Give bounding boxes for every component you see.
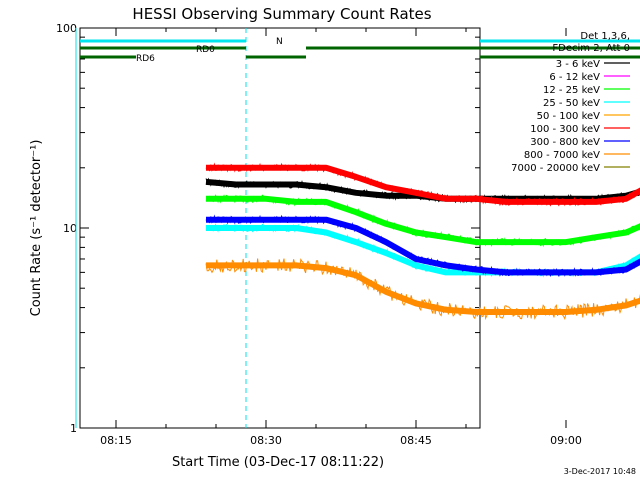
legend-label: 800 - 7000 keV: [524, 150, 600, 161]
legend-label: 100 - 300 keV: [530, 124, 600, 135]
series-trend: [206, 195, 640, 246]
state-label-rd0: RD0: [196, 45, 215, 55]
chart-title: HESSI Observing Summary Count Rates: [132, 5, 431, 23]
series-300-800-kev: [205, 214, 640, 278]
y-tick-label: 100: [56, 22, 77, 35]
series-12-25-kev: [205, 194, 640, 248]
x-tick-label: 08:15: [100, 434, 132, 447]
legend-label: 6 - 12 keV: [549, 72, 600, 83]
x-tick-label: 08:45: [400, 434, 432, 447]
legend-label: 3 - 6 keV: [556, 59, 600, 70]
y-tick-label: 10: [63, 222, 77, 235]
x-axis-label: Start Time (03-Dec-17 08:11:22): [172, 455, 384, 470]
legend: Det 1,3,6,FDecim 2, Att 0 3 - 6 keV 6 - 12…: [511, 31, 630, 174]
legend-label: 12 - 25 keV: [543, 85, 600, 96]
legend-label: 7000 - 20000 keV: [511, 163, 600, 174]
state-label-rd6: RD6: [136, 54, 155, 64]
y-tick-label: 1: [70, 422, 77, 435]
series-trend: [206, 216, 640, 276]
legend-header: Det 1,3,6,: [580, 31, 630, 42]
state-label-n: N: [276, 37, 283, 47]
x-tick-label: 09:00: [550, 434, 582, 447]
legend-label: 50 - 100 keV: [537, 111, 601, 122]
series-100-300-kev: [205, 162, 640, 207]
legend-header: FDecim 2, Att 0: [552, 43, 630, 54]
series-trend: [206, 164, 640, 205]
series-800-7000-kev: [205, 258, 640, 321]
series-trend: [206, 262, 640, 315]
plot-layer: 11010008:1508:3008:4509:0009:1509:3009:4…: [56, 22, 640, 447]
footer-timestamp: 3-Dec-2017 10:48: [564, 467, 636, 476]
legend-label: 25 - 50 keV: [543, 98, 600, 109]
x-tick-label: 08:30: [250, 434, 282, 447]
series-trend: [205, 178, 640, 202]
y-axis-label: Count Rate (s⁻¹ detector⁻¹): [29, 140, 44, 317]
legend-label: 300 - 800 keV: [530, 137, 600, 148]
